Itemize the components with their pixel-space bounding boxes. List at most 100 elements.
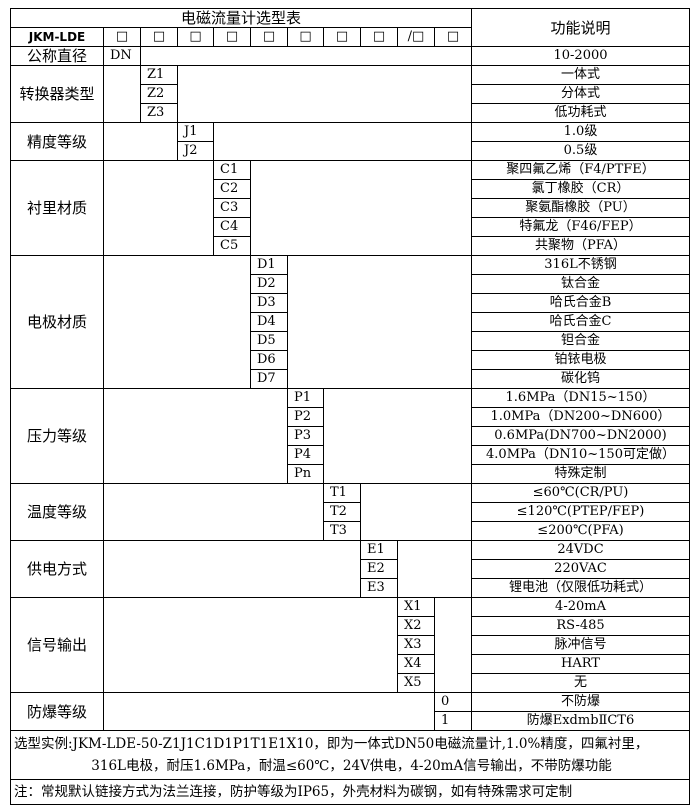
table-row: D2 钛合金 — [11, 274, 690, 294]
empty-cell — [286, 255, 473, 389]
code-slot: □ — [140, 27, 178, 47]
empty-cell — [103, 122, 178, 161]
table-row: E2 220VAC — [11, 559, 690, 579]
option-description: 1.6MPa（DN15~150） — [471, 388, 690, 408]
option-code: J1 — [177, 122, 214, 142]
table-row: X2 RS-485 — [11, 616, 690, 636]
table-row: 防爆等级 0 不防爆 — [10, 692, 690, 731]
option-code: Z3 — [140, 103, 178, 123]
option-code: P2 — [287, 407, 324, 427]
option-description: 特氟龙（F46/FEP） — [471, 217, 690, 237]
option-description: 特殊定制 — [471, 464, 690, 484]
option-description: 24VDC — [471, 540, 690, 560]
option-code: T3 — [323, 521, 361, 541]
group-label: 衬里材质 — [10, 160, 104, 256]
option-description: HART — [471, 654, 690, 674]
option-description: 220VAC — [471, 559, 690, 579]
group-label: 公称直径 — [10, 46, 104, 66]
table-row: 衬里材质 C1 聚四氟乙烯（F4/PTFE） — [10, 160, 690, 256]
option-code: D4 — [250, 312, 288, 332]
option-code: E2 — [360, 559, 398, 579]
option-description: RS-485 — [471, 616, 690, 636]
option-description: 氯丁橡胶（CR） — [471, 179, 690, 199]
note: 注：常规默认链接方式为法兰连接，防护等级为IP65，外壳材料为碳钢，如有特殊需求… — [10, 779, 690, 805]
option-description: ≤60℃(CR/PU) — [471, 483, 690, 503]
code-slot: □ — [433, 27, 473, 47]
code-slot: /□ — [397, 27, 435, 47]
code-slot: □ — [213, 27, 251, 47]
option-description: 哈氏合金C — [471, 312, 690, 332]
empty-cell — [103, 388, 288, 484]
group-label: 压力等级 — [10, 388, 104, 484]
option-code: DN — [103, 46, 141, 66]
group-label: 转换器类型 — [10, 65, 104, 123]
option-code: 1 — [433, 711, 473, 731]
group-label: 温度等级 — [10, 483, 104, 541]
code-slot: □ — [250, 27, 288, 47]
option-code: Pn — [287, 464, 324, 484]
option-description: 铂铱电极 — [471, 350, 690, 370]
option-description: 不防爆 — [471, 692, 690, 712]
option-description: 钛合金 — [471, 274, 690, 294]
empty-cell — [139, 46, 473, 66]
group-label: 电极材质 — [10, 255, 104, 389]
option-description: 10-2000 — [471, 46, 690, 66]
table-row: D4 哈氏合金C — [11, 312, 690, 332]
empty-cell — [359, 483, 473, 541]
option-code: D3 — [250, 293, 288, 313]
option-description: 防爆ExdmbⅡCT6 — [471, 711, 690, 731]
option-description: 哈氏合金B — [471, 293, 690, 313]
table-row: 信号输出 X1 4-20mA — [10, 597, 690, 693]
table-row: 电极材质 D1 316L不锈钢 — [10, 255, 690, 389]
option-code: T2 — [323, 502, 361, 522]
option-code: D5 — [250, 331, 288, 351]
table-row: 精度等级 J1 1.0级 — [10, 122, 690, 161]
option-description: 无 — [471, 673, 690, 693]
empty-cell — [103, 540, 361, 598]
empty-cell — [103, 692, 435, 731]
selection-example: 选型实例:JKM-LDE-50-Z1J1C1D1P1T1E1X10，即为一体式D… — [10, 730, 690, 780]
table-row: Z3 低功耗式 — [11, 103, 690, 123]
option-description: 共聚物（PFA） — [471, 236, 690, 256]
table-row: Pn 特殊定制 — [11, 464, 690, 484]
table-row: X5 无 — [11, 673, 690, 693]
table-row: 公称直径 DN 10-2000 — [10, 46, 690, 66]
table-title: 电磁流量计选型表 — [9, 8, 473, 28]
option-code: D7 — [250, 369, 288, 389]
group-label: 精度等级 — [10, 122, 104, 161]
option-code: D6 — [250, 350, 288, 370]
option-description: 聚四氟乙烯（F4/PTFE） — [471, 160, 690, 180]
option-code: E3 — [360, 578, 398, 598]
table-row: C5 共聚物（PFA） — [11, 236, 690, 256]
option-code: Z1 — [140, 65, 178, 85]
example-line-1: 选型实例:JKM-LDE-50-Z1J1C1D1P1T1E1X10，即为一体式D… — [14, 736, 649, 752]
group-label: 防爆等级 — [10, 692, 104, 731]
option-code: X4 — [397, 654, 435, 674]
option-code: E1 — [360, 540, 398, 560]
selection-table: 电磁流量计选型表 功能说明 JKM-LDE □ □ □ □ □ □ □ □/□ □ 公称直径 DN… — [9, 8, 690, 805]
option-code: X1 — [397, 597, 435, 617]
code-slot: □ — [360, 27, 398, 47]
empty-cell — [176, 65, 473, 123]
table-row: T2 ≤120℃(PTEP/FEP) — [11, 502, 690, 522]
option-description: 一体式 — [471, 65, 690, 85]
table-row: 供电方式 E1 24VDC — [10, 540, 690, 598]
option-code: D1 — [250, 255, 288, 275]
group-label: 信号输出 — [10, 597, 104, 693]
table-row: X4 HART — [11, 654, 690, 674]
option-description: 4.0MPa（DN10~150可定做） — [471, 445, 690, 465]
empty-cell — [103, 255, 251, 389]
code-slot: □ — [103, 27, 141, 47]
option-description: 碳化钨 — [471, 369, 690, 389]
option-description: 钽合金 — [471, 331, 690, 351]
option-code: C4 — [213, 217, 251, 237]
option-code: J2 — [177, 141, 214, 161]
example-line-2: 316L电极，耐压1.6MPa，耐温≤60℃，24V供电，4-20mA信号输出，… — [91, 758, 612, 774]
empty-cell — [103, 65, 141, 123]
option-description: 1.0MPa（DN200~DN600） — [471, 407, 690, 427]
option-description: 分体式 — [471, 84, 690, 104]
model-prefix: JKM-LDE — [10, 27, 104, 47]
empty-cell — [433, 597, 473, 693]
table-row: X3 脉冲信号 — [11, 635, 690, 655]
option-code: P1 — [287, 388, 324, 408]
